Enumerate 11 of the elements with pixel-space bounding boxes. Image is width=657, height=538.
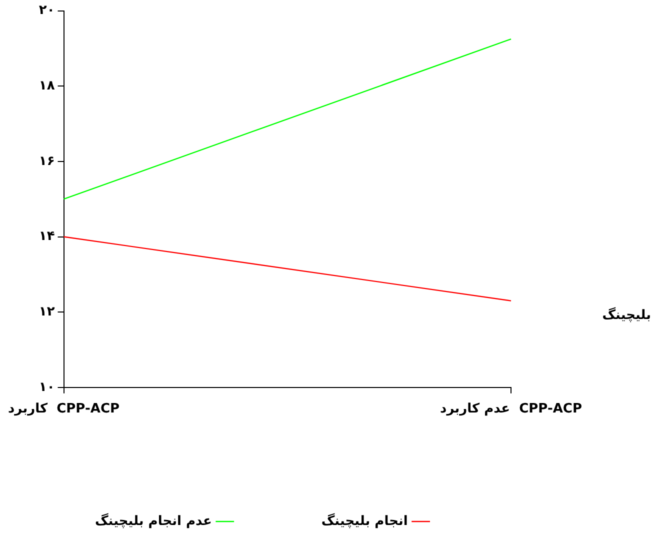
legend-label: انجام بلیچینگ: [321, 512, 408, 529]
x-tick-label: کاربرد CPP-ACP: [8, 402, 120, 417]
y-tick-label: ۱۸: [38, 78, 55, 94]
y-tick-label: ۱۶: [38, 154, 55, 169]
x-tick-label: عدم کاربرد CPP-ACP: [440, 402, 582, 417]
y-tick-label: ۱۴: [38, 229, 55, 244]
y-tick-label: ۱۰: [38, 380, 55, 395]
y-tick-label: ۲۰: [38, 3, 55, 18]
legend-title: بلیچینگ: [602, 308, 651, 323]
y-tick-label: ۱۲: [38, 304, 55, 320]
legend-label: عدم انجام بلیچینگ: [95, 512, 212, 529]
